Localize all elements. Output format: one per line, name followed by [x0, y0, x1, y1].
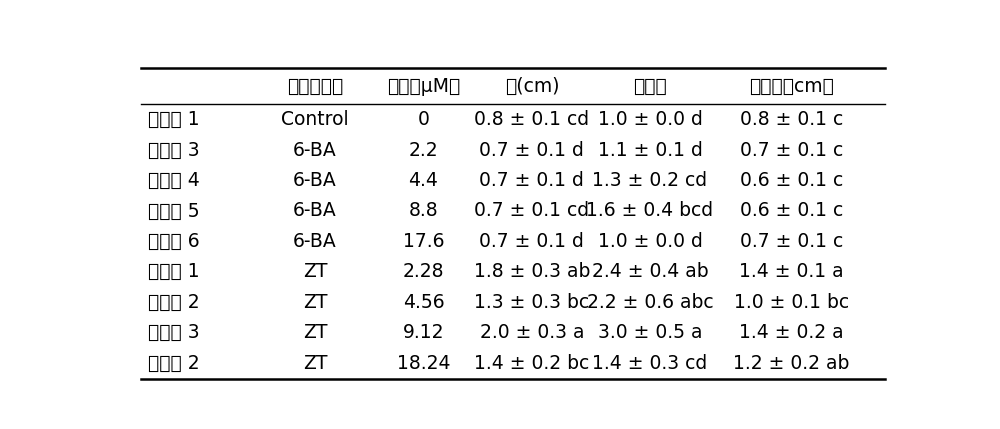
Text: 2.2: 2.2 — [409, 141, 438, 160]
Text: 1.4 ± 0.2 bc: 1.4 ± 0.2 bc — [474, 354, 590, 373]
Text: ZT: ZT — [303, 293, 327, 312]
Text: 对比例 2: 对比例 2 — [148, 354, 200, 373]
Text: 8.8: 8.8 — [409, 202, 438, 221]
Text: 2.4 ± 0.4 ab: 2.4 ± 0.4 ab — [592, 263, 708, 281]
Text: Control: Control — [281, 110, 349, 129]
Text: 0.7 ± 0.1 d: 0.7 ± 0.1 d — [479, 232, 584, 251]
Text: 对比例 5: 对比例 5 — [148, 202, 200, 221]
Text: 2.28: 2.28 — [403, 263, 444, 281]
Text: 1.6 ± 0.4 bcd: 1.6 ± 0.4 bcd — [586, 202, 714, 221]
Text: 对比例 1: 对比例 1 — [148, 110, 200, 129]
Text: 对比例 6: 对比例 6 — [148, 232, 200, 251]
Text: 对比例 4: 对比例 4 — [148, 171, 200, 190]
Text: 实施例 2: 实施例 2 — [148, 293, 200, 312]
Text: 0.7 ± 0.1 c: 0.7 ± 0.1 c — [740, 141, 843, 160]
Text: 1.4 ± 0.3 cd: 1.4 ± 0.3 cd — [592, 354, 708, 373]
Text: 0: 0 — [417, 110, 429, 129]
Text: 3.0 ± 0.5 a: 3.0 ± 0.5 a — [598, 323, 702, 342]
Text: 细胞分裂素: 细胞分裂素 — [287, 77, 343, 96]
Text: 对比例 3: 对比例 3 — [148, 141, 200, 160]
Text: 4.4: 4.4 — [408, 171, 438, 190]
Text: 1.4 ± 0.1 a: 1.4 ± 0.1 a — [739, 263, 844, 281]
Text: 1.2 ± 0.2 ab: 1.2 ± 0.2 ab — [733, 354, 850, 373]
Text: ZT: ZT — [303, 354, 327, 373]
Text: 2.0 ± 0.3 a: 2.0 ± 0.3 a — [480, 323, 584, 342]
Text: 实施例 3: 实施例 3 — [148, 323, 200, 342]
Text: 1.3 ± 0.3 bc: 1.3 ± 0.3 bc — [474, 293, 589, 312]
Text: 1.3 ± 0.2 cd: 1.3 ± 0.2 cd — [592, 171, 708, 190]
Text: 4.56: 4.56 — [403, 293, 444, 312]
Text: 1.1 ± 0.1 d: 1.1 ± 0.1 d — [598, 141, 702, 160]
Text: 0.7 ± 0.1 cd: 0.7 ± 0.1 cd — [474, 202, 589, 221]
Text: ZT: ZT — [303, 263, 327, 281]
Text: 6-BA: 6-BA — [293, 171, 337, 190]
Text: 1.0 ± 0.0 d: 1.0 ± 0.0 d — [598, 232, 702, 251]
Text: 1.0 ± 0.0 d: 1.0 ± 0.0 d — [598, 110, 702, 129]
Text: 17.6: 17.6 — [403, 232, 444, 251]
Text: 实施例 1: 实施例 1 — [148, 263, 200, 281]
Text: ZT: ZT — [303, 323, 327, 342]
Text: 腼芽长（cm）: 腼芽长（cm） — [749, 77, 834, 96]
Text: 0.6 ± 0.1 c: 0.6 ± 0.1 c — [740, 202, 843, 221]
Text: 0.8 ± 0.1 c: 0.8 ± 0.1 c — [740, 110, 843, 129]
Text: 腼芽数: 腼芽数 — [633, 77, 667, 96]
Text: 0.7 ± 0.1 c: 0.7 ± 0.1 c — [740, 232, 843, 251]
Text: 18.24: 18.24 — [397, 354, 450, 373]
Text: 0.6 ± 0.1 c: 0.6 ± 0.1 c — [740, 171, 843, 190]
Text: 1.8 ± 0.3 ab: 1.8 ± 0.3 ab — [474, 263, 590, 281]
Text: 1.4 ± 0.2 a: 1.4 ± 0.2 a — [739, 323, 844, 342]
Text: 0.7 ± 0.1 d: 0.7 ± 0.1 d — [479, 141, 584, 160]
Text: 高(cm): 高(cm) — [505, 77, 559, 96]
Text: 2.2 ± 0.6 abc: 2.2 ± 0.6 abc — [587, 293, 713, 312]
Text: 0.8 ± 0.1 cd: 0.8 ± 0.1 cd — [474, 110, 589, 129]
Text: 6-BA: 6-BA — [293, 232, 337, 251]
Text: 6-BA: 6-BA — [293, 202, 337, 221]
Text: 1.0 ± 0.1 bc: 1.0 ± 0.1 bc — [734, 293, 849, 312]
Text: 9.12: 9.12 — [403, 323, 444, 342]
Text: 0.7 ± 0.1 d: 0.7 ± 0.1 d — [479, 171, 584, 190]
Text: 6-BA: 6-BA — [293, 141, 337, 160]
Text: 浓度（μM）: 浓度（μM） — [387, 77, 460, 96]
